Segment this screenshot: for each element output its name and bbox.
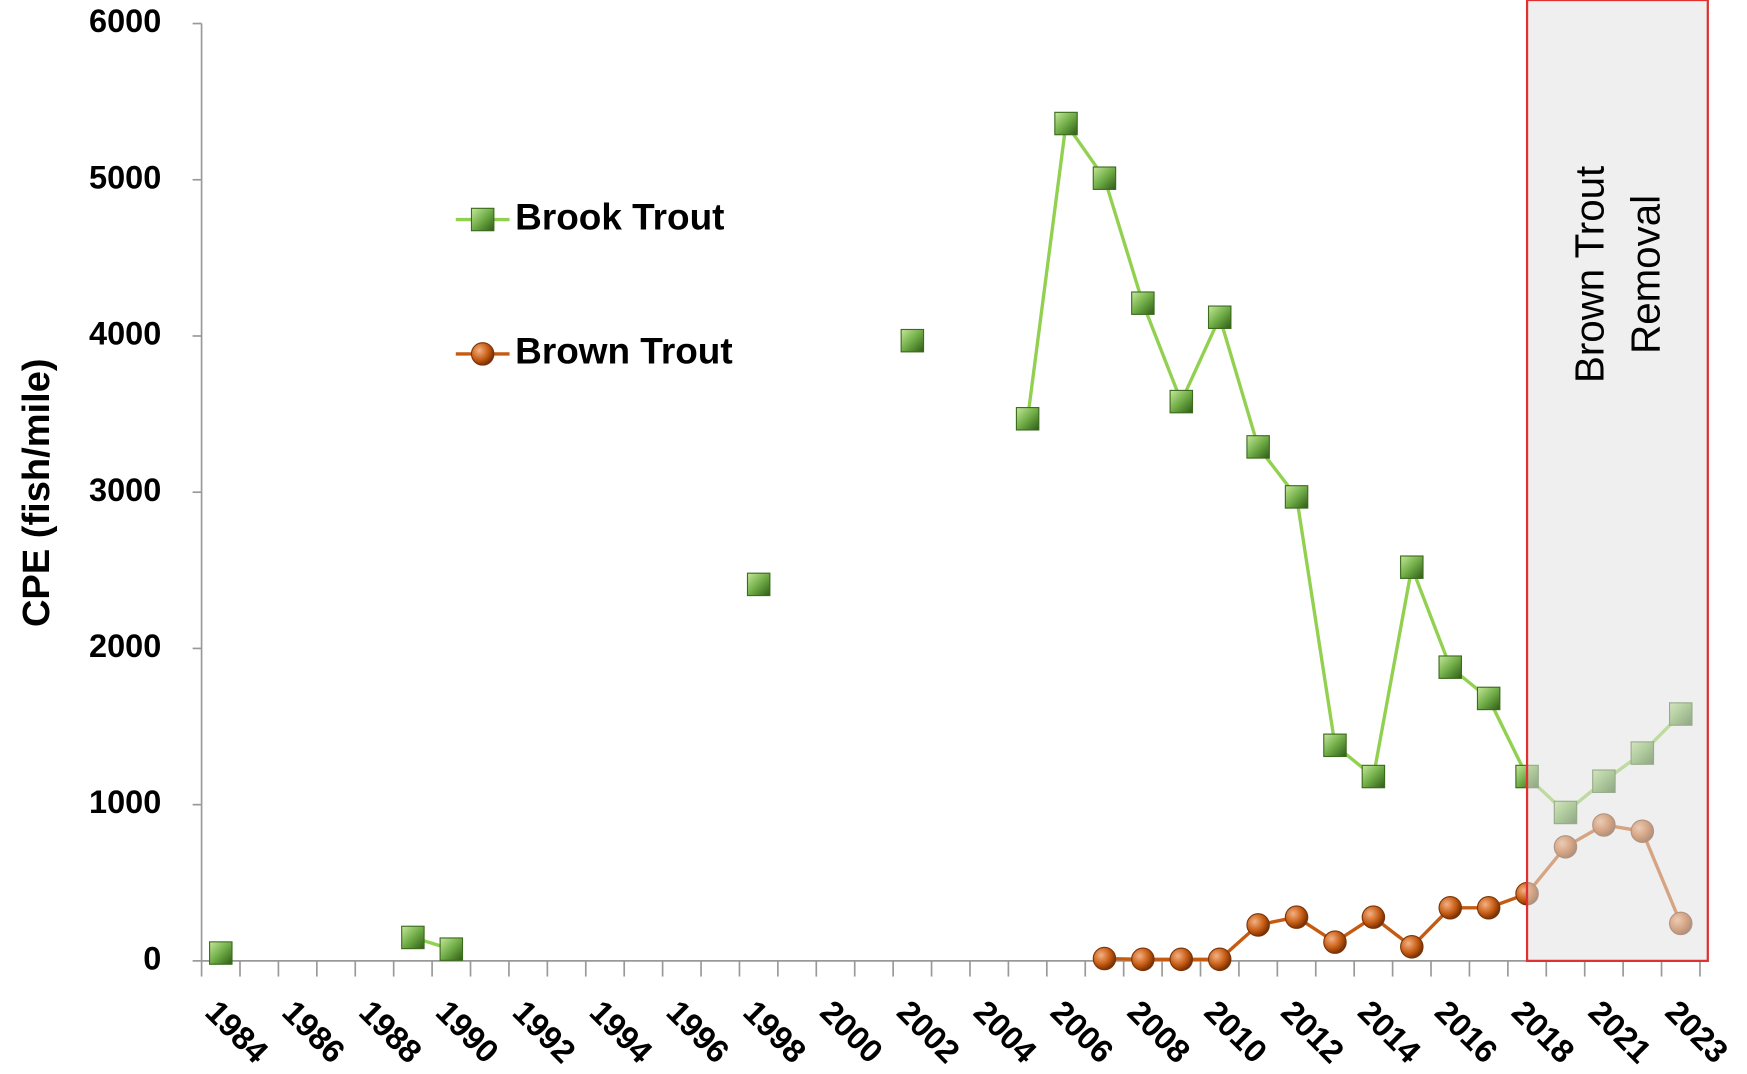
y-axis-label: CPE (fish/mile) — [16, 358, 58, 627]
x-tick-label: 1996 — [660, 993, 737, 1070]
x-tick-label: 2023 — [1659, 993, 1736, 1070]
x-tick-label: 1990 — [429, 993, 506, 1070]
marker — [1284, 905, 1309, 929]
marker — [746, 572, 771, 597]
x-tick-label: 2012 — [1274, 993, 1351, 1070]
legend-marker — [470, 207, 495, 232]
x-tick-label: 2010 — [1197, 993, 1274, 1070]
x-tick-label: 1988 — [352, 993, 429, 1070]
marker — [900, 328, 925, 353]
marker — [1323, 733, 1347, 758]
x-tick-label: 2008 — [1121, 993, 1198, 1070]
x-tick-label: 1986 — [275, 993, 352, 1070]
marker — [1361, 905, 1386, 929]
marker — [1246, 435, 1270, 459]
x-tick-label: 1992 — [506, 993, 583, 1070]
y-tick-label: 2000 — [89, 628, 161, 664]
marker — [1131, 947, 1155, 972]
marker — [1131, 291, 1155, 315]
legend-marker — [470, 342, 495, 366]
marker — [1015, 407, 1040, 431]
marker — [1323, 930, 1347, 954]
annotation: Removal — [1623, 195, 1668, 354]
x-tick-label: 1998 — [736, 993, 813, 1070]
marker — [439, 937, 464, 961]
series-line — [412, 119, 1682, 951]
marker — [1169, 947, 1194, 972]
annotation: Brown Trout — [1567, 166, 1612, 383]
x-tick-label: 2000 — [813, 993, 890, 1070]
marker — [209, 941, 233, 965]
x-tick-label: 2002 — [890, 993, 967, 1070]
legend-label: Brook Trout — [515, 196, 724, 237]
marker — [1246, 913, 1270, 937]
x-tick-label: 2006 — [1044, 993, 1121, 1070]
y-tick-label: 1000 — [89, 784, 161, 820]
marker — [401, 925, 425, 950]
marker — [1476, 686, 1501, 711]
y-tick-label: 0 — [143, 940, 161, 976]
removal-box — [1525, 0, 1709, 962]
marker — [1207, 947, 1232, 972]
marker — [1284, 485, 1309, 509]
marker — [1092, 166, 1117, 190]
x-tick-label: 2021 — [1582, 993, 1659, 1070]
x-tick-label: 2014 — [1351, 993, 1428, 1070]
x-tick-label: 1994 — [583, 993, 660, 1070]
y-tick-label: 4000 — [89, 316, 161, 352]
marker — [1054, 111, 1078, 136]
x-tick-label: 2016 — [1428, 993, 1505, 1070]
x-tick-label: 2004 — [967, 993, 1044, 1070]
marker — [1169, 389, 1194, 414]
marker — [1476, 895, 1501, 920]
marker — [1400, 935, 1424, 959]
marker — [1438, 895, 1462, 920]
marker — [1092, 946, 1117, 971]
marker — [1400, 555, 1424, 579]
legend-label: Brown Trout — [515, 331, 733, 372]
y-tick-label: 5000 — [89, 159, 161, 195]
marker — [1207, 305, 1232, 329]
marker — [1361, 764, 1386, 789]
x-tick-label: 2018 — [1505, 993, 1582, 1070]
y-tick-label: 6000 — [89, 3, 161, 39]
x-tick-label: 1984 — [199, 993, 276, 1070]
y-tick-label: 3000 — [89, 472, 161, 508]
marker — [1438, 655, 1462, 679]
